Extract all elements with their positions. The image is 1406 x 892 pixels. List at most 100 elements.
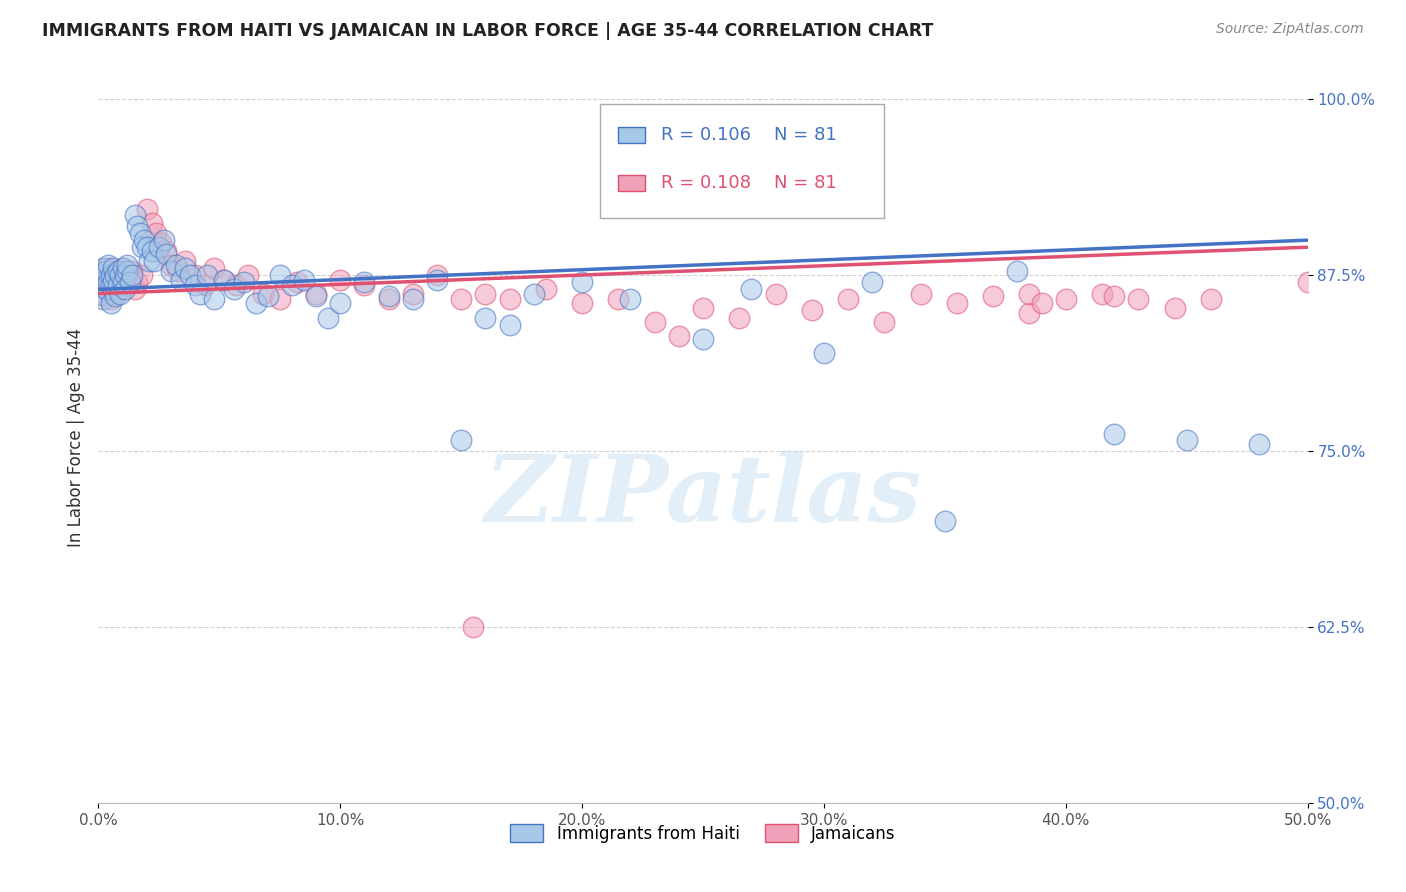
Jamaicans — [107, 268, 129, 283]
Jamaicans — [873, 315, 896, 329]
Immigrants from Haiti — [138, 254, 160, 268]
Jamaicans — [534, 282, 557, 296]
Immigrants from Haiti — [1007, 264, 1029, 278]
Immigrants from Haiti — [292, 272, 315, 286]
Jamaicans — [571, 296, 593, 310]
Immigrants from Haiti — [101, 282, 124, 296]
Jamaicans — [107, 276, 129, 290]
Immigrants from Haiti — [450, 433, 472, 447]
Jamaicans — [1091, 286, 1114, 301]
Immigrants from Haiti — [117, 259, 139, 273]
Immigrants from Haiti — [813, 345, 835, 359]
Immigrants from Haiti — [148, 240, 170, 254]
Immigrants from Haiti — [135, 240, 157, 254]
Jamaicans — [131, 268, 153, 283]
Immigrants from Haiti — [91, 261, 114, 276]
Immigrants from Haiti — [117, 264, 139, 278]
Jamaicans — [450, 292, 472, 306]
Jamaicans — [463, 620, 485, 634]
Immigrants from Haiti — [111, 261, 134, 276]
Jamaicans — [765, 286, 787, 301]
Immigrants from Haiti — [195, 268, 218, 283]
Immigrants from Haiti — [101, 272, 124, 286]
Immigrants from Haiti — [100, 296, 122, 310]
Immigrants from Haiti — [121, 268, 143, 283]
Jamaicans — [167, 264, 190, 278]
Jamaicans — [981, 289, 1004, 303]
Jamaicans — [269, 292, 291, 306]
Immigrants from Haiti — [692, 332, 714, 346]
Immigrants from Haiti — [94, 272, 117, 286]
Jamaicans — [184, 268, 207, 283]
Immigrants from Haiti — [740, 282, 762, 296]
Immigrants from Haiti — [104, 289, 127, 303]
Immigrants from Haiti — [188, 286, 211, 301]
Jamaicans — [212, 272, 235, 286]
Immigrants from Haiti — [245, 296, 267, 310]
Immigrants from Haiti — [269, 268, 291, 283]
Jamaicans — [329, 272, 352, 286]
Text: ZIPatlas: ZIPatlas — [485, 450, 921, 541]
Jamaicans — [111, 261, 134, 276]
Immigrants from Haiti — [212, 272, 235, 286]
Immigrants from Haiti — [108, 268, 131, 283]
Legend: Immigrants from Haiti, Jamaicans: Immigrants from Haiti, Jamaicans — [503, 818, 903, 849]
Immigrants from Haiti — [104, 268, 127, 283]
Immigrants from Haiti — [169, 272, 191, 286]
Immigrants from Haiti — [111, 276, 134, 290]
Immigrants from Haiti — [90, 276, 112, 290]
Immigrants from Haiti — [141, 244, 163, 259]
Immigrants from Haiti — [1249, 437, 1271, 451]
Immigrants from Haiti — [97, 276, 120, 290]
Y-axis label: In Labor Force | Age 35-44: In Labor Force | Age 35-44 — [66, 327, 84, 547]
Jamaicans — [94, 268, 117, 283]
Jamaicans — [204, 261, 226, 276]
FancyBboxPatch shape — [619, 175, 645, 191]
Immigrants from Haiti — [97, 259, 120, 273]
Jamaicans — [118, 268, 141, 283]
Immigrants from Haiti — [232, 276, 254, 290]
Immigrants from Haiti — [426, 272, 449, 286]
Jamaicans — [377, 292, 399, 306]
Immigrants from Haiti — [860, 276, 883, 290]
Immigrants from Haiti — [934, 515, 956, 529]
Jamaicans — [111, 276, 134, 290]
Immigrants from Haiti — [108, 286, 131, 301]
Jamaicans — [150, 235, 173, 250]
Jamaicans — [104, 286, 127, 301]
Jamaicans — [94, 282, 117, 296]
Jamaicans — [498, 292, 520, 306]
Text: IMMIGRANTS FROM HAITI VS JAMAICAN IN LABOR FORCE | AGE 35-44 CORRELATION CHART: IMMIGRANTS FROM HAITI VS JAMAICAN IN LAB… — [42, 22, 934, 40]
Immigrants from Haiti — [107, 264, 129, 278]
Jamaicans — [728, 310, 751, 325]
Jamaicans — [946, 296, 969, 310]
Immigrants from Haiti — [329, 296, 352, 310]
Immigrants from Haiti — [179, 268, 201, 283]
Immigrants from Haiti — [222, 282, 245, 296]
Jamaicans — [402, 286, 425, 301]
Jamaicans — [127, 276, 149, 290]
Jamaicans — [91, 289, 114, 303]
Immigrants from Haiti — [114, 268, 136, 283]
Immigrants from Haiti — [474, 310, 496, 325]
Jamaicans — [1128, 292, 1150, 306]
Immigrants from Haiti — [107, 278, 129, 293]
Immigrants from Haiti — [160, 264, 183, 278]
Jamaicans — [101, 278, 124, 293]
Jamaicans — [252, 286, 274, 301]
Jamaicans — [668, 328, 690, 343]
Immigrants from Haiti — [114, 282, 136, 296]
Immigrants from Haiti — [127, 219, 149, 233]
Immigrants from Haiti — [100, 268, 122, 283]
Jamaicans — [117, 278, 139, 293]
Jamaicans — [1018, 306, 1040, 320]
Jamaicans — [135, 202, 157, 217]
Immigrants from Haiti — [155, 247, 177, 261]
Jamaicans — [1054, 292, 1077, 306]
Jamaicans — [90, 278, 112, 293]
Text: R = 0.108    N = 81: R = 0.108 N = 81 — [661, 174, 837, 193]
Immigrants from Haiti — [498, 318, 520, 332]
Immigrants from Haiti — [91, 268, 114, 283]
Immigrants from Haiti — [124, 208, 146, 222]
Text: R = 0.106    N = 81: R = 0.106 N = 81 — [661, 126, 837, 144]
